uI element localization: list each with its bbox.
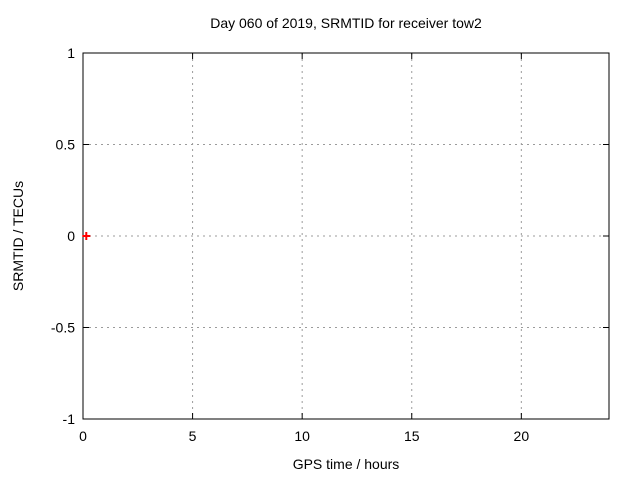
- x-tick-label: 10: [294, 428, 310, 444]
- data-point-plus: [82, 232, 91, 240]
- y-tick-label: -0.5: [51, 320, 75, 336]
- x-tick-label: 0: [79, 428, 87, 444]
- x-tick-label: 5: [189, 428, 197, 444]
- y-tick-label: -1: [63, 411, 76, 427]
- x-axis-label: GPS time / hours: [292, 456, 400, 472]
- y-tick-label: 0: [67, 228, 75, 244]
- y-tick-label: 0.5: [56, 137, 76, 153]
- x-tick-label: 15: [404, 428, 420, 444]
- x-tick-label: 20: [514, 428, 530, 444]
- y-tick-label: 1: [67, 45, 75, 61]
- chart-title: Day 060 of 2019, SRMTID for receiver tow…: [210, 15, 482, 31]
